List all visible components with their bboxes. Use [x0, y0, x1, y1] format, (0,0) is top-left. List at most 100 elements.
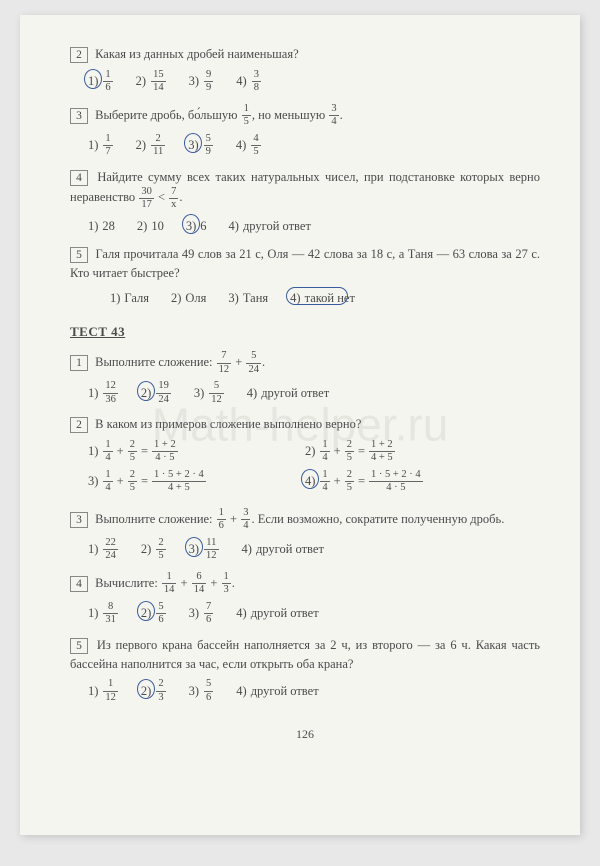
opt-num: 1) — [88, 384, 98, 403]
t43-q3-options: 1) 2224 2) 25 3)1112 4) другой ответ — [70, 538, 540, 562]
option-2: 2) Оля — [171, 289, 206, 308]
opt-num: 3) — [186, 217, 196, 236]
q-number: 3 — [70, 108, 88, 124]
opt-num: 4) — [236, 682, 246, 701]
prev-q4-options: 1) 28 2) 10 3) 6 4) другой ответ — [70, 217, 540, 236]
t43-q5-options: 1)112 2)23 3)56 4) другой ответ — [70, 679, 540, 703]
prev-q5: 5 Галя прочитала 49 слов за 21 с, Оля — … — [70, 245, 540, 283]
q-text: Выберите дробь, бо́льшую 15, но меньшую … — [95, 108, 343, 122]
option-1: 1)1236 — [88, 381, 119, 405]
opt-num: 4) — [236, 72, 246, 91]
option-3: 3)99 — [189, 70, 215, 94]
fraction: 34 — [241, 508, 250, 532]
fraction: 512 — [209, 381, 224, 405]
fraction: 614 — [192, 572, 207, 596]
opt-num: 3) — [188, 136, 198, 155]
t43-q1-options: 1)1236 2) 1924 3) 512 4) другой ответ — [70, 381, 540, 405]
fraction: 1924 — [156, 381, 171, 405]
fraction: 34 — [329, 104, 338, 128]
prev-q5-options: 1) Галя 2) Оля 3) Таня 4) такой нет — [70, 289, 540, 308]
q-number: 4 — [70, 170, 88, 186]
fraction: 1112 — [204, 538, 219, 562]
opt-num: 2) — [171, 289, 181, 308]
q-text: Выполните сложение: 16 + 34. Если возмож… — [95, 512, 504, 526]
fraction: 56 — [156, 602, 165, 626]
option-4: 4) другой ответ — [236, 682, 318, 701]
opt-num: 1) — [88, 604, 98, 623]
fraction: 76 — [204, 602, 213, 626]
t43-q4-options: 1)831 2)56 3)76 4) другой ответ — [70, 602, 540, 626]
prev-q3-options: 1)17 2)211 3)59 4)45 — [70, 134, 540, 158]
q-number: 5 — [70, 247, 88, 263]
opt-num: 2) — [137, 217, 147, 236]
fraction: 99 — [204, 70, 213, 94]
option-4: 4) 14+25=1 · 5 + 2 · 44 · 5 — [305, 470, 522, 494]
opt-num: 3) — [194, 384, 204, 403]
page: Math-helper.ru 2 Какая из данных дробей … — [20, 15, 580, 835]
t43-q5: 5 Из первого крана бассейн наполняется з… — [70, 636, 540, 674]
opt-val: другой ответ — [251, 604, 319, 623]
option-3: 3) 59 — [188, 134, 214, 158]
fraction: 112 — [103, 679, 118, 703]
option-2: 2)56 — [141, 602, 167, 626]
fraction: 211 — [151, 134, 165, 158]
opt-num: 1) — [88, 217, 98, 236]
opt-num: 2) — [141, 540, 151, 559]
option-1: 1) 17 — [88, 134, 114, 158]
opt-val: 6 — [200, 217, 206, 236]
opt-num: 4) — [236, 136, 246, 155]
q-text: Вычислите: 114 + 614 + 13. — [95, 576, 235, 590]
option-1: 1)831 — [88, 602, 119, 626]
test-title: ТЕСТ 43 — [70, 322, 540, 342]
q-text: Какая из данных дробей наименьшая? — [95, 47, 299, 61]
opt-num: 2) — [136, 72, 146, 91]
option-3: 3) 14+25=1 · 5 + 2 · 44 + 5 — [88, 470, 305, 494]
fraction: 38 — [252, 70, 261, 94]
option-4: 4) другой ответ — [242, 540, 324, 559]
fraction: 114 — [162, 572, 177, 596]
option-1: 1) 2224 — [88, 538, 119, 562]
option-4: 4) другой ответ — [247, 384, 329, 403]
opt-num: 3) — [189, 682, 199, 701]
fraction: 16 — [103, 70, 112, 94]
option-2: 2) 25 — [141, 538, 167, 562]
option-1: 1) Галя — [110, 289, 149, 308]
option-3: 3)76 — [189, 602, 215, 626]
q-number: 3 — [70, 512, 88, 528]
equation: 14+25=1 · 5 + 2 · 44 · 5 — [319, 470, 423, 494]
opt-num: 2) — [141, 682, 151, 701]
opt-num: 2) — [136, 136, 146, 155]
prev-q3: 3 Выберите дробь, бо́льшую 15, но меньшу… — [70, 104, 540, 128]
option-2: 2) 1924 — [141, 381, 172, 405]
fraction: 15 — [242, 104, 251, 128]
option-4: 4) другой ответ — [229, 217, 311, 236]
equation: 14+25=1 + 24 + 5 — [319, 440, 395, 464]
opt-num: 1) — [88, 540, 98, 559]
fraction: 25 — [156, 538, 165, 562]
opt-val: другой ответ — [261, 384, 329, 403]
opt-num: 4) — [229, 217, 239, 236]
opt-val: другой ответ — [243, 217, 311, 236]
fraction: 17 — [103, 134, 112, 158]
q-number: 2 — [70, 47, 88, 63]
opt-num: 4) — [236, 604, 246, 623]
option-3: 3)56 — [189, 679, 215, 703]
opt-num: 1) — [88, 136, 98, 155]
option-3: 3)1112 — [189, 538, 220, 562]
fraction: 2224 — [103, 538, 118, 562]
option-4: 4) такой нет — [290, 289, 355, 308]
q-number: 5 — [70, 638, 88, 654]
fraction: 1514 — [151, 70, 166, 94]
fraction: 13 — [222, 572, 231, 596]
option-4: 4) другой ответ — [236, 604, 318, 623]
opt-num: 1) — [88, 72, 98, 91]
opt-val: другой ответ — [251, 682, 319, 701]
opt-num: 2) — [141, 384, 151, 403]
t43-q1: 1 Выполните сложение: 712 + 524. — [70, 351, 540, 375]
opt-num: 4) — [290, 289, 300, 308]
q-text: В каком из примеров сложение выполнено в… — [95, 417, 361, 431]
option-3: 3) Таня — [228, 289, 268, 308]
q-number: 1 — [70, 355, 88, 371]
prev-q2-options: 1) 16 2) 1514 3)99 4) 38 — [70, 70, 540, 94]
fraction: 59 — [204, 134, 213, 158]
